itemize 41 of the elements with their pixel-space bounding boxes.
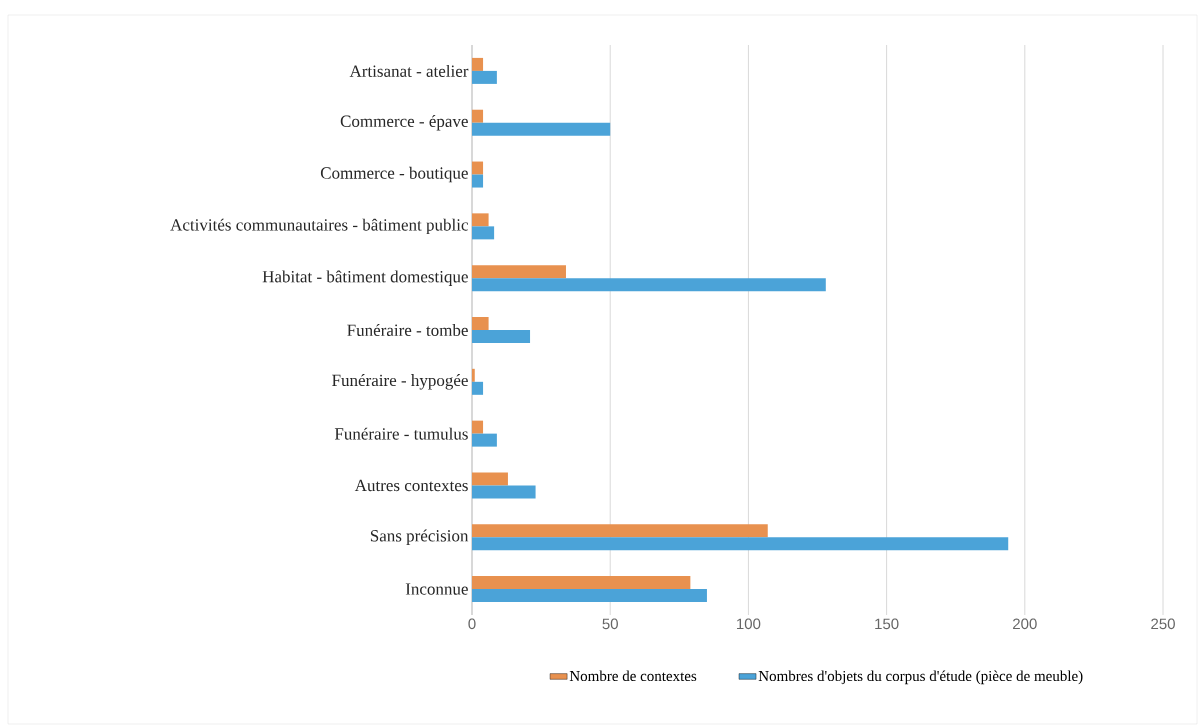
bar xyxy=(472,576,691,590)
bar xyxy=(472,330,531,343)
bar xyxy=(472,226,495,240)
y-tick-label: Autres contextes xyxy=(354,479,468,492)
bar xyxy=(472,278,826,292)
bar xyxy=(472,122,611,136)
bar xyxy=(472,317,489,330)
legend-label: Nombres d'objets du corpus d'étude (pièce de meuble) xyxy=(758,670,1083,685)
bar xyxy=(472,174,484,188)
x-tick-label: 100 xyxy=(737,618,761,630)
bar xyxy=(472,420,484,434)
bar xyxy=(472,537,1009,551)
bar xyxy=(472,589,707,603)
x-tick-label: 0 xyxy=(468,618,476,630)
x-tick-label: 200 xyxy=(1013,618,1037,630)
y-tick-label: Inconnue xyxy=(405,583,468,595)
y-tick-label: Artisanat - atelier xyxy=(349,64,469,77)
bar xyxy=(472,485,536,499)
bar xyxy=(472,381,484,395)
y-tick-label: Funéraire - tumulus xyxy=(334,427,468,440)
bar xyxy=(472,70,497,84)
y-tick-label: Sans précision xyxy=(370,529,469,545)
bar xyxy=(472,472,508,486)
bar xyxy=(472,368,475,382)
bar xyxy=(472,109,484,123)
y-tick-label: Funéraire - tombe xyxy=(347,324,468,336)
x-tick-label: 250 xyxy=(1151,618,1175,630)
bar xyxy=(472,213,489,227)
y-tick-label: Funéraire - hypogée xyxy=(332,374,468,390)
x-tick-label: 150 xyxy=(875,618,899,630)
y-tick-label: Commerce - boutique xyxy=(320,166,468,183)
y-tick-label: Habitat - bâtiment domestique xyxy=(262,270,468,286)
y-tick-label: Activités communautaires - bâtiment public xyxy=(170,218,468,235)
bar xyxy=(472,433,497,447)
x-tick-label: 50 xyxy=(602,618,618,630)
y-tick-label: Commerce - épave xyxy=(340,115,468,131)
bar xyxy=(472,265,566,279)
legend-label: Nombre de contextes xyxy=(569,670,697,682)
bar xyxy=(472,161,484,175)
bar xyxy=(472,524,768,538)
bar xyxy=(472,57,484,71)
